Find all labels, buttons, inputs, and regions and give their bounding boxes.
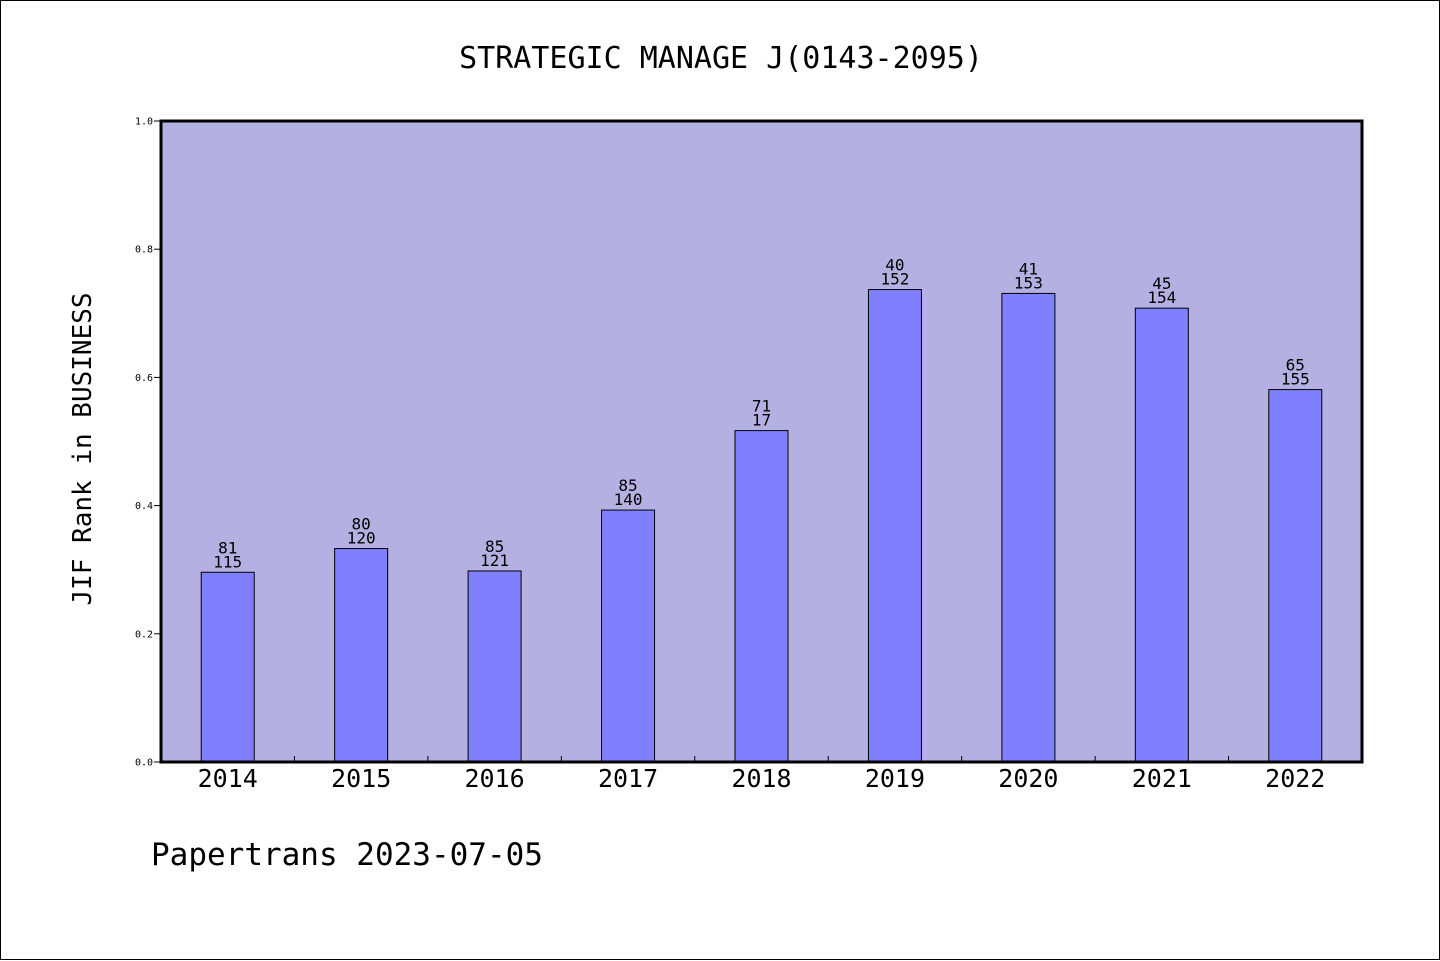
bar-2021: [1134, 307, 1189, 763]
plot-border: [159, 119, 1364, 764]
bar-label-total: 121: [480, 551, 509, 570]
footer-watermark: Papertrans 2023-07-05: [151, 837, 543, 873]
bar-label-total: 115: [213, 552, 242, 571]
bar-2015: [334, 548, 389, 763]
y-tick-label: 0.2: [135, 629, 153, 640]
x-tick-label: 2018: [731, 764, 791, 793]
y-tick-label: 0.8: [135, 245, 153, 256]
bar-label-rank: 80: [352, 515, 371, 534]
bar-label-rank: 85: [618, 476, 637, 495]
bar-label-rank: 65: [1286, 356, 1305, 375]
bar-2017: [601, 509, 656, 763]
bar-2020: [1001, 292, 1056, 763]
x-tick-label: 2019: [865, 764, 925, 793]
bar-label-total: 154: [1147, 288, 1176, 307]
x-tick-label: 2021: [1132, 764, 1192, 793]
x-tick-label: 2017: [598, 764, 658, 793]
bar-2014: [200, 571, 255, 763]
bar-label-total: 152: [880, 270, 909, 289]
x-tick-label: 2014: [198, 764, 258, 793]
bar-label-rank: 85: [485, 537, 504, 556]
y-tick-label: 0.6: [135, 373, 153, 384]
bar-label-total: 140: [614, 490, 643, 509]
x-tick-label: 2016: [465, 764, 525, 793]
x-tick-label: 2015: [331, 764, 391, 793]
y-tick-label: 0.4: [135, 501, 153, 512]
bar-label-total: 155: [1281, 370, 1310, 389]
bar-label-rank: 41: [1019, 259, 1038, 278]
bar-2016: [467, 570, 522, 763]
bar-2018: [734, 430, 789, 763]
bar-2019: [867, 289, 922, 763]
bar-label-rank: 81: [218, 538, 237, 557]
bar-label-total: 17: [752, 411, 771, 430]
x-tick-label: 2020: [998, 764, 1058, 793]
y-tick-label: 1.0: [135, 117, 153, 128]
chart-title: STRATEGIC MANAGE J(0143-2095): [459, 41, 983, 76]
bar-label-rank: 45: [1152, 274, 1171, 293]
bar-label-total: 120: [347, 529, 376, 548]
bar-2022: [1268, 389, 1323, 763]
bar-label-rank: 71: [752, 397, 771, 416]
y-axis-label: JIF Rank in BUSINESS: [68, 292, 98, 605]
ticks-layer: 0.0 0.2 0.4 0.6 0.8 1.0 2014 2015 2016 2017 2018 20…: [135, 117, 1325, 794]
bar-label-rank: 40: [885, 256, 904, 275]
bar-label-total: 153: [1014, 273, 1043, 292]
x-tick-label: 2022: [1265, 764, 1325, 793]
y-tick-label: 0.0: [135, 758, 153, 769]
